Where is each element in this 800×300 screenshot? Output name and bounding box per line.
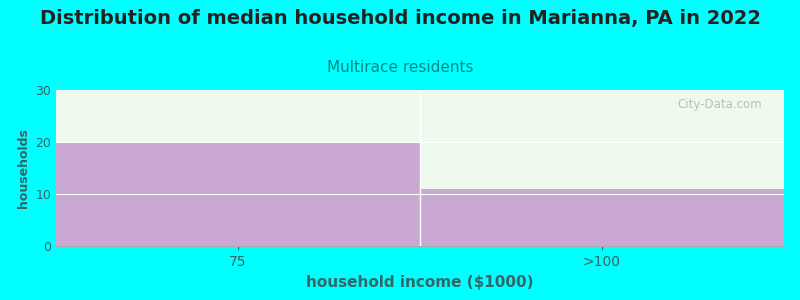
Text: Distribution of median household income in Marianna, PA in 2022: Distribution of median household income …	[39, 9, 761, 28]
Y-axis label: households: households	[17, 128, 30, 208]
Text: City-Data.com: City-Data.com	[678, 98, 762, 111]
Text: Multirace residents: Multirace residents	[326, 60, 474, 75]
X-axis label: household income ($1000): household income ($1000)	[306, 274, 534, 290]
